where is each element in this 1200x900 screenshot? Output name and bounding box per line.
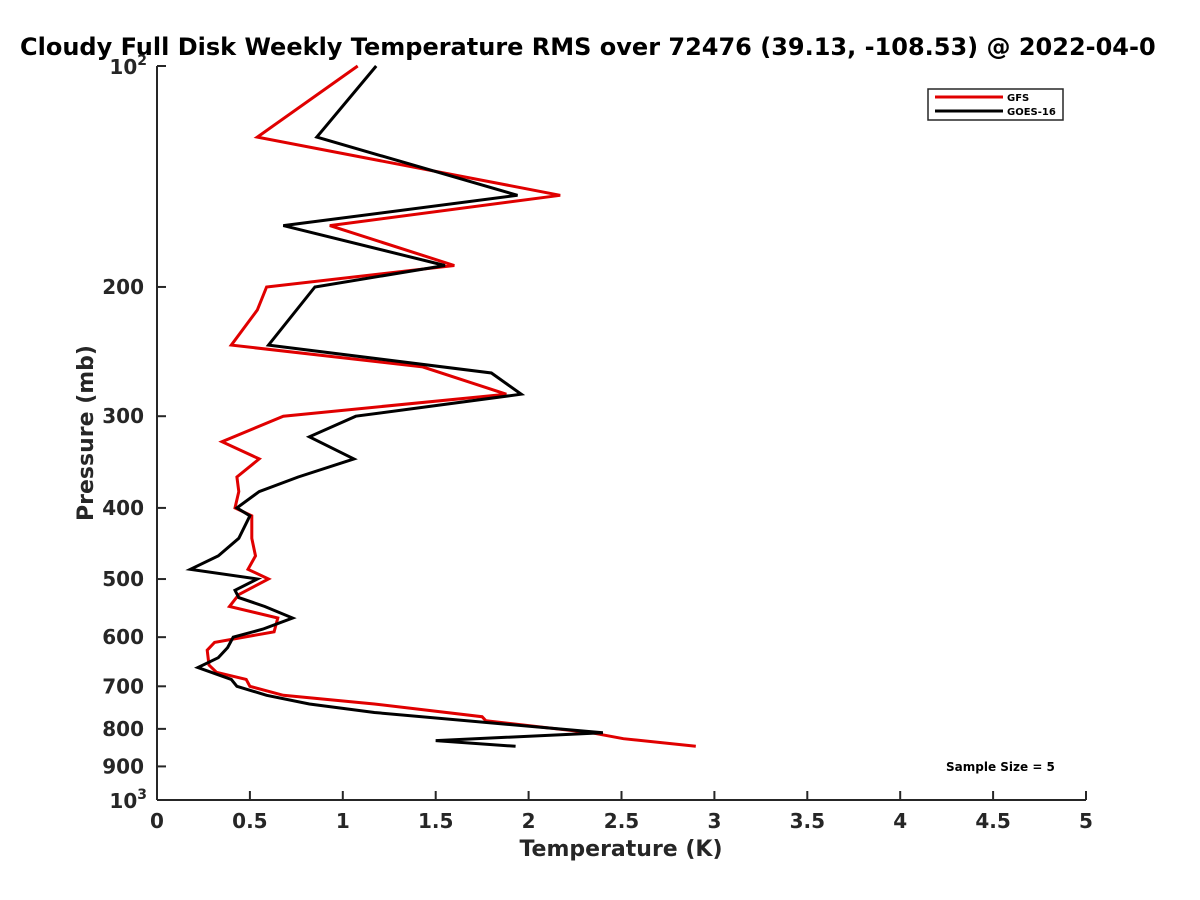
y-tick-label: 200 bbox=[102, 275, 144, 299]
series-line-gfs bbox=[205, 64, 696, 748]
y-tick-label-exponent: 2 bbox=[137, 53, 147, 69]
chart-title: Cloudy Full Disk Weekly Temperature RMS … bbox=[20, 33, 1156, 61]
x-tick-label: 3 bbox=[707, 809, 721, 833]
x-tick-label: 1 bbox=[336, 809, 350, 833]
x-tick-label: 5 bbox=[1079, 809, 1093, 833]
x-axis-label: Temperature (K) bbox=[519, 837, 722, 862]
x-tick-label: 2 bbox=[522, 809, 536, 833]
x-tick-label: 0.5 bbox=[232, 809, 267, 833]
y-tick-label: 800 bbox=[102, 717, 144, 741]
x-tick-label: 2.5 bbox=[604, 809, 639, 833]
sample-size-annotation: Sample Size = 5 bbox=[946, 760, 1055, 774]
y-tick-label: 300 bbox=[102, 404, 144, 428]
plot-area bbox=[156, 66, 1086, 801]
y-tick-label-base: 10 bbox=[109, 789, 137, 813]
legend: GFS GOES-16 bbox=[927, 88, 1064, 121]
x-ticks: 0 0.5 1 1.5 2 2.5 3 3.5 4 4.5 5 bbox=[150, 791, 1093, 833]
series-group bbox=[185, 64, 696, 748]
legend-label-goes-16: GOES-16 bbox=[1007, 107, 1056, 118]
y-tick-label: 102 bbox=[109, 53, 147, 79]
y-tick-label-base: 10 bbox=[109, 55, 137, 79]
x-tick-label: 4.5 bbox=[975, 809, 1010, 833]
y-tick-label: 103 bbox=[109, 787, 147, 813]
x-tick-label: 4 bbox=[893, 809, 907, 833]
series-line-goes-16 bbox=[185, 65, 604, 748]
x-tick-label: 1.5 bbox=[418, 809, 453, 833]
y-tick-label: 500 bbox=[102, 567, 144, 591]
legend-label-gfs: GFS bbox=[1007, 93, 1029, 104]
legend-box bbox=[927, 88, 1064, 121]
y-tick-label: 900 bbox=[102, 754, 144, 778]
y-tick-label-exponent: 3 bbox=[137, 787, 147, 803]
x-tick-label: 0 bbox=[150, 809, 164, 833]
y-tick-label: 700 bbox=[102, 674, 144, 698]
y-axis-label: Pressure (mb) bbox=[74, 345, 99, 521]
y-tick-label: 600 bbox=[102, 625, 144, 649]
y-tick-label: 400 bbox=[102, 496, 144, 520]
x-tick-label: 3.5 bbox=[790, 809, 825, 833]
